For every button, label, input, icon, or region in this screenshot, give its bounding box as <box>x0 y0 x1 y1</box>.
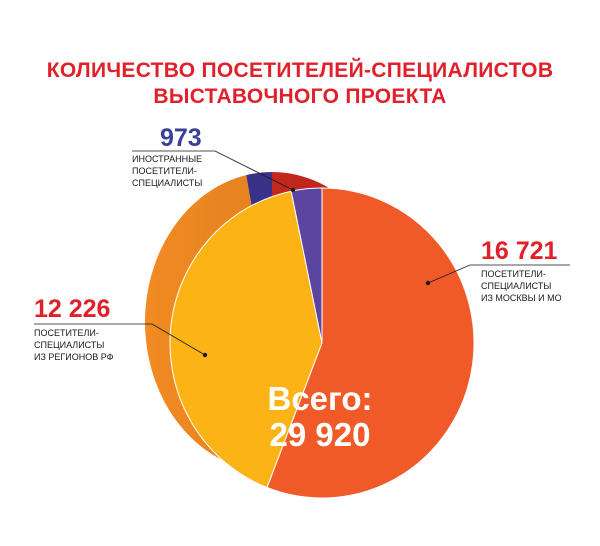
foreign-desc-line-1: ИНОСТРАННЫЕ <box>132 154 203 164</box>
pie-front-layer <box>169 187 475 499</box>
foreign-desc-line-3: СПЕЦИАЛИСТЫ <box>132 178 203 188</box>
regions-description: ПОСЕТИТЕЛИ- СПЕЦИАЛИСТЫ ИЗ РЕГИОНОВ РФ <box>34 327 114 363</box>
regions-desc-line-1: ПОСЕТИТЕЛИ- <box>34 328 99 338</box>
regions-desc-line-2: СПЕЦИАЛИСТЫ <box>34 340 105 350</box>
pie-slice-moscow <box>266 187 475 499</box>
regions-desc-line-3: ИЗ РЕГИОНОВ РФ <box>34 352 114 362</box>
foreign-leader-line <box>132 150 294 191</box>
regions-leader-line <box>34 323 206 356</box>
leader-lines <box>34 150 570 358</box>
total-value: 29 920 <box>269 416 371 453</box>
moscow-value-label: 16 721 <box>481 237 558 265</box>
moscow-desc-line-1: ПОСЕТИТЕЛИ- <box>481 269 546 279</box>
total-label: Всего: <box>267 380 373 417</box>
moscow-desc-line-3: ИЗ МОСКВЫ И МО <box>481 293 562 303</box>
pie-slice-regions <box>169 190 323 489</box>
moscow-description: ПОСЕТИТЕЛИ- СПЕЦИАЛИСТЫ ИЗ МОСКВЫ И МО <box>481 268 562 304</box>
foreign-desc-line-2: ПОСЕТИТЕЛИ- <box>132 166 197 176</box>
foreign-leader-dot <box>290 187 296 193</box>
moscow-desc-line-2: СПЕЦИАЛИСТЫ <box>481 281 552 291</box>
moscow-leader-dot <box>425 280 431 286</box>
chart-title-line-1: КОЛИЧЕСТВО ПОСЕТИТЕЛЕЙ-СПЕЦИАЛИСТОВ <box>46 59 554 82</box>
regions-value-label: 12 226 <box>34 295 111 323</box>
regions-leader-dot <box>202 352 208 358</box>
moscow-leader-line <box>427 264 570 284</box>
chart-title-line-2: ВЫСТАВОЧНОГО ПРОЕКТА <box>153 85 447 108</box>
foreign-value-label: 973 <box>160 124 202 152</box>
foreign-description: ИНОСТРАННЫЕ ПОСЕТИТЕЛИ- СПЕЦИАЛИСТЫ <box>132 153 202 189</box>
